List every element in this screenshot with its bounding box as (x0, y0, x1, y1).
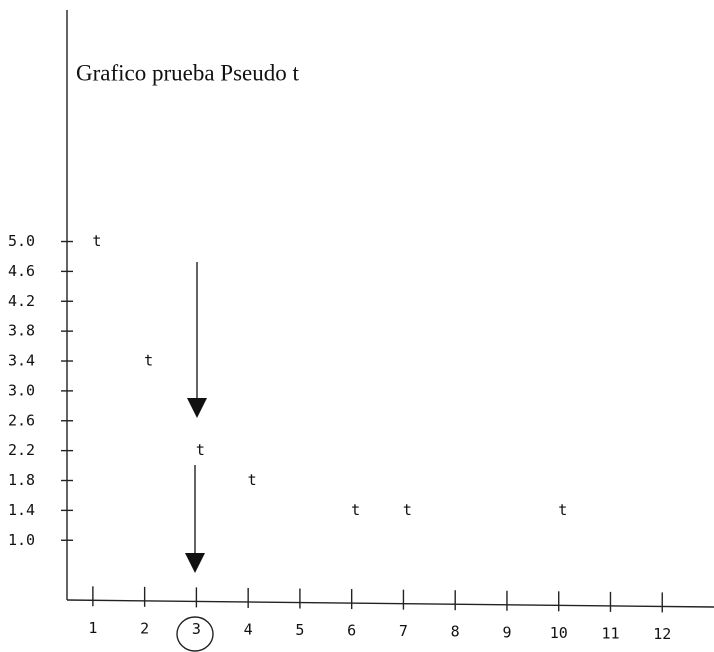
y-tick-label: 5.0 (8, 232, 35, 250)
x-tick-label: 12 (653, 625, 671, 643)
x-tick-label: 1 (88, 619, 97, 637)
x-tick-label: 11 (601, 624, 619, 642)
y-tick-label: 2.6 (8, 411, 35, 429)
x-tick-label: 3 (192, 620, 201, 638)
y-tick-label: 1.8 (8, 471, 35, 489)
marker: t (196, 441, 205, 459)
x-tick-label: 7 (399, 622, 408, 640)
x-tick-label: 10 (550, 624, 568, 642)
y-tick-label: 2.2 (8, 441, 35, 459)
y-tick-label: 1.0 (8, 531, 35, 549)
x-tick-label: 9 (502, 623, 511, 641)
arrow (185, 465, 205, 573)
y-tick-label: 3.4 (8, 352, 35, 370)
x-tick-label: 8 (451, 623, 460, 641)
x-tick-label: 5 (295, 621, 304, 639)
x-axis (66, 599, 714, 608)
marker: t (403, 501, 412, 519)
y-tick-label: 3.8 (8, 322, 35, 340)
y-tick-label: 3.0 (8, 381, 35, 399)
x-tick-label: 2 (140, 619, 149, 637)
chart-title: Grafico prueba Pseudo t (76, 60, 300, 85)
arrow (187, 262, 207, 418)
y-tick-label: 1.4 (8, 501, 35, 519)
marker: t (92, 232, 101, 250)
y-tick-label: 4.2 (8, 292, 35, 310)
marker: t (558, 501, 567, 519)
highlight-circle (176, 616, 214, 652)
x-tick-label: 6 (347, 622, 356, 640)
marker: t (248, 471, 257, 489)
marker: t (144, 352, 153, 370)
y-tick-label: 4.6 (8, 262, 35, 280)
marker: t (351, 501, 360, 519)
x-tick-label: 4 (244, 620, 253, 638)
